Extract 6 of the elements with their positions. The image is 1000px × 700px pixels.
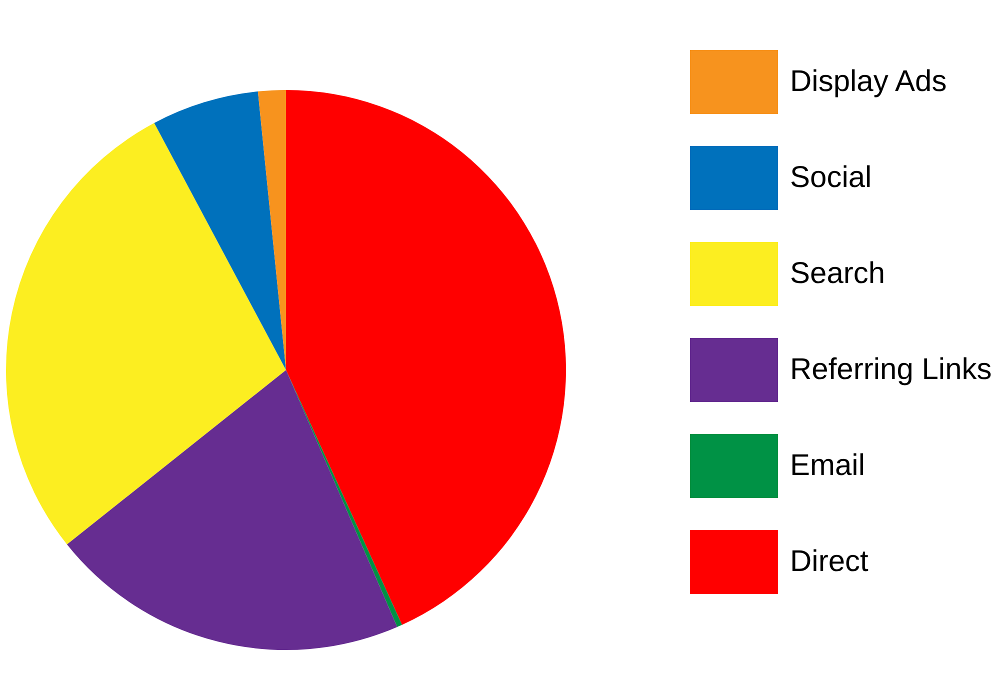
legend-label: Direct [790, 545, 868, 579]
legend-label: Social [790, 161, 872, 195]
legend-label: Referring Links [790, 353, 992, 387]
legend-label: Display Ads [790, 65, 947, 99]
legend-label: Email [790, 449, 866, 483]
legend-label: Search [790, 257, 886, 291]
